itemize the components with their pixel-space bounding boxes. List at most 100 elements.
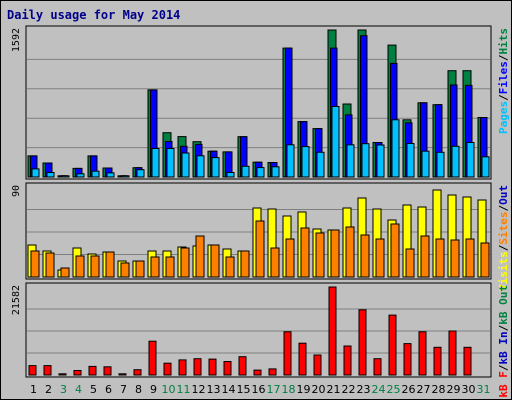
bar-kb-f: [103, 366, 112, 376]
x-tick-label: 7: [120, 383, 127, 396]
legend-item: kB Out: [497, 285, 510, 325]
bar-pages: [361, 143, 370, 178]
bar-sites: [420, 235, 430, 278]
bar-pages: [76, 173, 85, 178]
x-tick-label: 19: [297, 383, 311, 396]
x-tick-label: 3: [60, 383, 67, 396]
bar-kb-f: [178, 359, 187, 376]
x-tick-label: 5: [90, 383, 97, 396]
x-tick-label: 18: [282, 383, 296, 396]
bar-sites: [105, 251, 115, 278]
bar-kb-f: [73, 370, 82, 376]
bar-sites: [450, 239, 460, 278]
bar-kb-f: [418, 331, 427, 376]
bar-pages: [406, 143, 415, 178]
x-tick-label: 6: [105, 383, 112, 396]
bar-pages: [91, 170, 100, 178]
bar-sites: [270, 247, 280, 278]
bar-pages: [31, 168, 40, 178]
legend-item: /: [497, 244, 510, 251]
bar-kb-f: [148, 340, 157, 376]
bar-pages: [316, 151, 325, 178]
bar-kb-f: [433, 346, 442, 376]
x-tick-label: 16: [252, 383, 266, 396]
bar-sites: [330, 229, 340, 278]
bar-pages: [211, 157, 220, 178]
bar-sites: [240, 250, 250, 278]
bar-kb-f: [133, 369, 142, 376]
x-tick-label: 20: [312, 383, 326, 396]
bar-sites: [30, 250, 40, 278]
bar-kb-f: [43, 365, 52, 376]
x-tick-label: 9: [150, 383, 157, 396]
legend: Visits/Sites/Out: [497, 185, 510, 291]
x-tick-label: 28: [432, 383, 446, 396]
bar-sites: [390, 223, 400, 278]
x-tick-label: 21: [327, 383, 341, 396]
legend-item: kB In: [497, 331, 510, 364]
bar-kb-f: [223, 361, 232, 376]
bar-kb-f: [253, 369, 262, 376]
bar-sites: [135, 260, 145, 278]
legend: Pages/Files/Hits: [497, 28, 510, 134]
bar-pages: [136, 169, 145, 178]
bar-kb-f: [358, 309, 367, 376]
bar-pages: [271, 166, 280, 178]
bar-kb-f: [283, 331, 292, 376]
bar-pages: [181, 152, 190, 178]
bar-kb-f: [313, 354, 322, 376]
x-tick-label: 11: [177, 383, 191, 396]
x-tick-label: 31: [477, 383, 491, 396]
bar-kb-f: [58, 373, 67, 376]
bar-pages: [481, 156, 490, 178]
bar-kb-f: [463, 346, 472, 376]
bar-kb-f: [238, 356, 247, 376]
legend-item: kB F: [497, 371, 510, 398]
bar-pages: [391, 119, 400, 178]
legend-item: /: [497, 364, 510, 371]
bar-pages: [421, 150, 430, 178]
x-tick-label: 22: [342, 383, 356, 396]
bar-pages: [241, 165, 250, 178]
bar-kb-f: [403, 343, 412, 376]
bar-sites: [75, 255, 85, 278]
x-axis: 1 2 3 4 5 6 7 8 9 10 11 12 13 14 15 16 17 18 19 20 21 22 23 24 2…: [30, 383, 491, 396]
bar-kb-f: [448, 330, 457, 376]
x-tick-label: 13: [207, 383, 221, 396]
x-tick-label: 14: [222, 383, 236, 396]
bar-kb-f: [328, 286, 337, 376]
x-tick-label: 4: [75, 383, 82, 396]
bar-pages: [166, 148, 175, 178]
bar-pages: [256, 167, 265, 178]
x-tick-label: 12: [192, 383, 206, 396]
x-tick-label: 1: [30, 383, 37, 396]
bar-kb-f: [28, 365, 37, 376]
legend-item: Sites: [497, 212, 510, 245]
bar-sites: [360, 234, 370, 278]
legend-item: Files: [497, 61, 510, 94]
bar-pages: [331, 106, 340, 178]
bar-sites: [435, 238, 445, 278]
x-tick-label: 8: [135, 383, 142, 396]
bar-pages: [451, 145, 460, 178]
legend: kB F/kB In/kB Out: [497, 285, 510, 398]
y-max-label: 21582: [11, 285, 22, 315]
bar-sites: [405, 248, 415, 278]
legend-item: Pages: [497, 101, 510, 134]
bar-pages: [46, 172, 55, 178]
bar-sites: [300, 227, 310, 278]
panels: 1592Pages/Files/Hits90Visits/Sites/Out21…: [11, 25, 510, 398]
bar-sites: [180, 247, 190, 278]
bar-pages: [121, 175, 130, 178]
bar-kb-f: [268, 368, 277, 376]
x-tick-label: 17: [267, 383, 281, 396]
bar-kb-f: [208, 358, 217, 376]
bar-pages: [436, 151, 445, 178]
bar-pages: [466, 142, 475, 178]
bar-pages: [286, 144, 295, 178]
x-tick-label: 23: [357, 383, 371, 396]
bar-kb-f: [388, 314, 397, 376]
